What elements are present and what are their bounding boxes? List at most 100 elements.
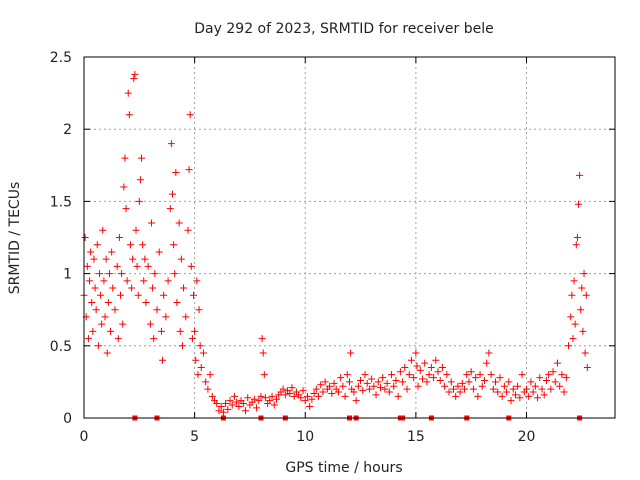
data-point [255, 397, 263, 405]
data-point [306, 402, 314, 410]
data-point [131, 70, 139, 78]
data-point [392, 376, 400, 384]
data-point [88, 298, 96, 306]
data-point [155, 248, 163, 256]
data-point [160, 291, 168, 299]
data-point [376, 384, 384, 392]
data-point [492, 378, 500, 386]
data-point [456, 388, 464, 396]
data-point [146, 320, 154, 328]
data-point [81, 234, 89, 241]
data-point [233, 398, 241, 406]
data-point [219, 408, 227, 416]
data-point [193, 277, 201, 285]
data-point [113, 262, 121, 270]
data-point [120, 183, 128, 191]
data-point [334, 388, 342, 396]
data-point [427, 363, 435, 371]
data-point [257, 392, 265, 400]
data-point [122, 205, 130, 213]
data-point [217, 402, 225, 410]
data-point [407, 356, 415, 364]
data-point [461, 385, 469, 393]
data-point [421, 359, 429, 367]
data-point [157, 327, 165, 335]
data-point [489, 385, 497, 393]
data-point [379, 374, 387, 382]
data-point [463, 371, 471, 379]
x-tick-label: 0 [80, 429, 89, 445]
data-point [452, 392, 460, 400]
data-point [288, 384, 296, 392]
data-point [176, 327, 184, 335]
data-point [503, 388, 511, 396]
data-point [272, 395, 280, 403]
data-point [547, 385, 555, 393]
data-point [432, 356, 440, 364]
data-point [507, 397, 515, 405]
data-point [109, 284, 117, 292]
data-point [178, 342, 186, 350]
y-tick-label: 1 [63, 267, 72, 283]
data-point [99, 226, 107, 234]
data-point [184, 226, 192, 234]
data-point [151, 270, 159, 278]
data-point [573, 234, 581, 241]
data-point [119, 320, 127, 328]
data-point [571, 320, 579, 328]
data-point [572, 241, 580, 249]
data-point [162, 313, 170, 321]
data-point [487, 371, 495, 379]
data-point [363, 379, 371, 387]
y-tick-label: 2 [63, 122, 72, 138]
data-point [105, 270, 113, 278]
data-point [136, 176, 144, 184]
data-point [447, 378, 455, 386]
data-point [111, 306, 119, 314]
data-point [258, 335, 266, 343]
data-point [549, 368, 557, 376]
data-point [182, 313, 190, 321]
data-point [101, 313, 109, 321]
data-point [140, 277, 148, 285]
data-point [260, 371, 268, 379]
data-point [199, 349, 207, 357]
data-point [359, 387, 367, 395]
data-point [230, 392, 238, 400]
data-point [259, 349, 267, 357]
data-point [186, 111, 194, 119]
data-point [326, 382, 334, 390]
data-point [121, 154, 129, 162]
data-point [534, 394, 542, 402]
plot-frame [83, 56, 616, 419]
data-point [361, 371, 369, 379]
data-point [496, 374, 504, 382]
data-point [173, 298, 181, 306]
data-point [498, 392, 506, 400]
chart-title: Day 292 of 2023, SRMTID for receiver bel… [194, 21, 493, 37]
data-point [343, 371, 351, 379]
data-point [185, 166, 193, 174]
data-point [299, 387, 307, 395]
data-point [138, 154, 146, 162]
data-point [312, 385, 320, 393]
data-point [87, 248, 95, 256]
data-point [474, 392, 482, 400]
data-point [540, 391, 548, 399]
data-point [430, 374, 438, 382]
data-point [401, 363, 409, 371]
data-point [97, 291, 105, 299]
x-tick-label: 20 [518, 429, 536, 445]
data-point [350, 388, 358, 396]
data-point [317, 381, 325, 389]
x-tick-labels: 0 5 10 15 20 [80, 429, 536, 445]
data-point [576, 171, 584, 179]
data-point [128, 284, 136, 292]
data-point [95, 270, 103, 278]
data-point [147, 219, 155, 227]
data-point [551, 378, 559, 386]
data-point [328, 389, 336, 397]
data-point [354, 382, 362, 390]
data-point [244, 394, 252, 402]
data-point [253, 404, 261, 412]
